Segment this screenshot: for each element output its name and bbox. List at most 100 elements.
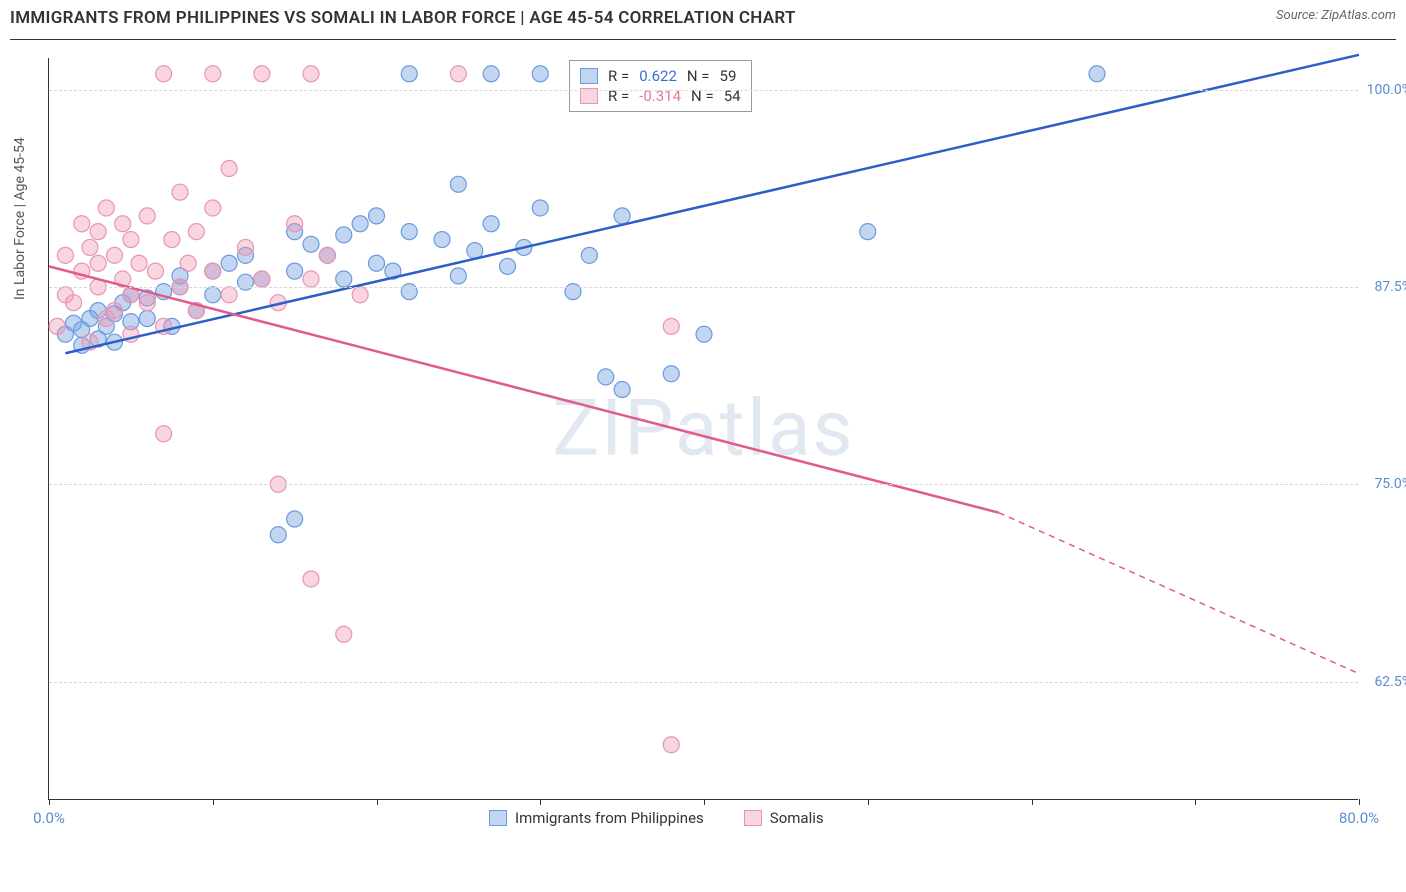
scatter-point bbox=[90, 224, 106, 240]
scatter-point bbox=[483, 216, 499, 232]
x-tick-mark bbox=[868, 799, 869, 805]
scatter-point bbox=[450, 268, 466, 284]
scatter-point bbox=[303, 66, 319, 82]
scatter-point bbox=[401, 66, 417, 82]
chart-header: IMMIGRANTS FROM PHILIPPINES VS SOMALI IN… bbox=[10, 8, 1396, 40]
scatter-point bbox=[49, 318, 65, 334]
gridline-h bbox=[49, 90, 1358, 91]
trend-line bbox=[49, 266, 999, 512]
r-value-philippines: 0.622 bbox=[639, 67, 677, 85]
scatter-point bbox=[303, 571, 319, 587]
y-axis-label: In Labor Force | Age 45-54 bbox=[12, 137, 28, 300]
x-tick-mark bbox=[704, 799, 705, 805]
gridline-h bbox=[49, 287, 1358, 288]
source-attribution: Source: ZipAtlas.com bbox=[1276, 8, 1396, 23]
scatter-point bbox=[139, 295, 155, 311]
scatter-point bbox=[663, 366, 679, 382]
scatter-point bbox=[254, 66, 270, 82]
scatter-point bbox=[287, 216, 303, 232]
n-value-philippines: 59 bbox=[720, 67, 737, 85]
scatter-point bbox=[139, 208, 155, 224]
scatter-point bbox=[123, 232, 139, 248]
scatter-point bbox=[336, 271, 352, 287]
chart-plot-area: ZIPatlas R = 0.622 N = 59 R = -0.314 N =… bbox=[48, 58, 1358, 800]
x-tick-mark bbox=[540, 799, 541, 805]
scatter-point bbox=[107, 303, 123, 319]
scatter-point bbox=[663, 318, 679, 334]
y-tick-label: 62.5% bbox=[1374, 674, 1406, 690]
scatter-point bbox=[287, 263, 303, 279]
y-tick-label: 100.0% bbox=[1367, 82, 1406, 98]
scatter-point bbox=[614, 208, 630, 224]
trend-line-extrapolated bbox=[999, 513, 1359, 674]
scatter-point bbox=[205, 200, 221, 216]
legend-label-philippines: Immigrants from Philippines bbox=[515, 809, 704, 827]
x-tick-mark bbox=[213, 799, 214, 805]
swatch-philippines bbox=[489, 810, 507, 826]
legend-item-somalis: Somalis bbox=[744, 809, 824, 827]
scatter-point bbox=[156, 66, 172, 82]
scatter-point bbox=[221, 161, 237, 177]
correlation-legend: R = 0.622 N = 59 R = -0.314 N = 54 bbox=[569, 60, 752, 112]
scatter-point bbox=[696, 326, 712, 342]
x-tick-mark bbox=[1195, 799, 1196, 805]
scatter-point bbox=[614, 382, 630, 398]
x-tick-mark bbox=[1032, 799, 1033, 805]
scatter-point bbox=[270, 527, 286, 543]
x-tick-mark bbox=[49, 799, 50, 805]
scatter-point bbox=[532, 66, 548, 82]
x-tick-mark bbox=[1359, 799, 1360, 805]
scatter-point bbox=[401, 224, 417, 240]
scatter-point bbox=[319, 247, 335, 263]
scatter-point bbox=[221, 287, 237, 303]
scatter-point bbox=[352, 287, 368, 303]
scatter-point bbox=[188, 224, 204, 240]
scatter-point bbox=[369, 208, 385, 224]
scatter-point bbox=[303, 236, 319, 252]
scatter-point bbox=[156, 426, 172, 442]
scatter-point bbox=[663, 737, 679, 753]
scatter-point bbox=[450, 66, 466, 82]
scatter-point bbox=[74, 216, 90, 232]
gridline-h bbox=[49, 682, 1358, 683]
scatter-point bbox=[450, 176, 466, 192]
scatter-point bbox=[238, 239, 254, 255]
scatter-point bbox=[532, 200, 548, 216]
scatter-point bbox=[90, 255, 106, 271]
scatter-point bbox=[221, 255, 237, 271]
scatter-point bbox=[131, 255, 147, 271]
legend-item-philippines: Immigrants from Philippines bbox=[489, 809, 704, 827]
series-legend: Immigrants from Philippines Somalis bbox=[489, 809, 824, 827]
scatter-point bbox=[139, 310, 155, 326]
scatter-point bbox=[107, 247, 123, 263]
scatter-point bbox=[287, 511, 303, 527]
scatter-point bbox=[115, 216, 131, 232]
legend-row-philippines: R = 0.622 N = 59 bbox=[580, 67, 741, 85]
x-tick-mark bbox=[377, 799, 378, 805]
scatter-point bbox=[581, 247, 597, 263]
scatter-point bbox=[369, 255, 385, 271]
x-tick-label: 80.0% bbox=[1339, 809, 1379, 827]
legend-label-somalis: Somalis bbox=[770, 809, 824, 827]
scatter-point bbox=[434, 232, 450, 248]
swatch-somalis bbox=[744, 810, 762, 826]
scatter-point bbox=[352, 216, 368, 232]
scatter-point bbox=[57, 247, 73, 263]
scatter-point bbox=[98, 200, 114, 216]
n-label: N = bbox=[687, 67, 710, 85]
scatter-point bbox=[82, 239, 98, 255]
x-tick-label: 0.0% bbox=[33, 809, 65, 827]
y-tick-label: 75.0% bbox=[1374, 476, 1406, 492]
scatter-point bbox=[172, 184, 188, 200]
scatter-plot-svg bbox=[49, 58, 1358, 799]
scatter-point bbox=[164, 232, 180, 248]
scatter-point bbox=[254, 271, 270, 287]
scatter-point bbox=[1089, 66, 1105, 82]
scatter-point bbox=[205, 287, 221, 303]
gridline-h bbox=[49, 484, 1358, 485]
chart-title: IMMIGRANTS FROM PHILIPPINES VS SOMALI IN… bbox=[10, 8, 796, 28]
scatter-point bbox=[483, 66, 499, 82]
scatter-point bbox=[336, 227, 352, 243]
scatter-point bbox=[147, 263, 163, 279]
scatter-point bbox=[180, 255, 196, 271]
